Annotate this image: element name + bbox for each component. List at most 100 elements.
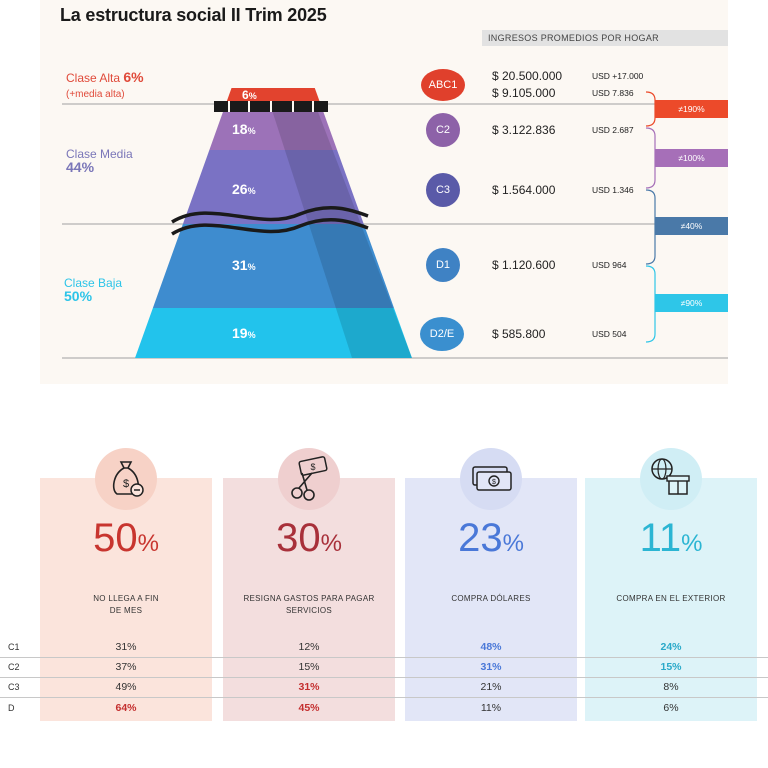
table-cell: 24% (660, 641, 682, 653)
pyramid-value: 19 (232, 325, 248, 341)
stat-value: 50 (93, 516, 138, 560)
table-cell: 49% (115, 681, 137, 693)
pyramid-value: 6 (242, 88, 249, 102)
break-line-upper (171, 206, 369, 224)
badge-abc1: ABC1 (421, 69, 465, 101)
table-cell: 8% (663, 681, 679, 693)
diff-90: ≠90% (655, 294, 728, 312)
class-baja-name: Clase Baja (64, 276, 123, 290)
pyramid-label-c2: 18% (232, 121, 256, 137)
row-label-c1: C1 (8, 642, 20, 652)
pyramid-value: 26 (232, 181, 248, 197)
class-alta-name: Clase Alta (66, 71, 121, 85)
pyramid-band (182, 150, 364, 224)
row-divider (0, 677, 768, 678)
table-cell: 15% (660, 661, 682, 673)
card-compra-dolares (405, 478, 577, 721)
class-media-label: Clase Media 44% (66, 147, 133, 175)
stat-unit: % (137, 530, 159, 557)
desc-line: NO LLEGA A FIN (93, 594, 159, 603)
ruler-bar (214, 101, 328, 112)
stat-compra-exterior: 11% (585, 516, 757, 561)
desc-resigna-gastos: RESIGNA GASTOS PARA PAGAR SERVICIOS (223, 593, 395, 617)
row-divider (0, 697, 768, 698)
page-title: La estructura social II Trim 2025 (60, 5, 327, 25)
usd-c2: USD 2.687 (592, 125, 634, 135)
row-divider (0, 657, 768, 658)
bracket-190 (645, 91, 656, 127)
pyramid-shadow (270, 104, 412, 358)
globe-gift-icon (651, 458, 690, 495)
diff-190: ≠190% (655, 100, 728, 118)
pyramid-value: 31 (232, 257, 248, 273)
card-resigna-gastos (223, 478, 395, 721)
table-cell: 31% (480, 661, 502, 673)
stat-value: 11 (639, 516, 682, 560)
pyramid-label-c3: 26% (232, 181, 256, 197)
usd-abc1-top: USD +17.000 (592, 71, 644, 81)
bracket-90 (645, 265, 656, 343)
table-cell: 6% (663, 702, 679, 714)
svg-text:$: $ (492, 479, 496, 486)
usd-d2e: USD 504 (592, 329, 627, 339)
usd-d1: USD 964 (592, 260, 627, 270)
scissors-money-icon: $ (291, 456, 328, 501)
svg-text:$: $ (310, 462, 315, 472)
class-media-pct: 44% (66, 159, 95, 175)
diff-100: ≠100% (655, 149, 728, 167)
amount-d1: $ 1.120.600 (492, 258, 556, 272)
table-cell: 11% (480, 702, 502, 714)
pct-sign: % (247, 330, 256, 340)
pyramid-label-d1: 31% (232, 257, 256, 273)
class-media-name: Clase Media (66, 147, 133, 161)
class-baja-pct: 50% (64, 288, 93, 304)
money-bag-icon: $ (112, 461, 144, 497)
table-cell: 64% (115, 702, 137, 714)
desc-compra-dolares: COMPRA DÓLARES (405, 593, 577, 605)
icon-circle (95, 448, 157, 510)
pyramid-value: 18 (232, 121, 248, 137)
table-cell: 31% (298, 681, 320, 693)
row-label-c2: C2 (8, 662, 20, 672)
desc-fin-de-mes: NO LLEGA A FIN DE MES (40, 593, 212, 617)
table-cell: 21% (480, 681, 502, 693)
pyramid-band (135, 308, 412, 358)
desc-line: SERVICIOS (285, 606, 333, 615)
badge-d2e: D2/E (420, 317, 464, 351)
stat-unit: % (320, 530, 342, 557)
diff-40: ≠40% (655, 217, 728, 235)
bracket-40 (645, 189, 656, 265)
badge-c3: C3 (426, 173, 460, 207)
badge-c2: C2 (426, 113, 460, 147)
desc-compra-exterior: COMPRA EN EL EXTERIOR (585, 593, 757, 605)
pct-sign: % (247, 186, 256, 196)
table-cell: 31% (115, 641, 137, 653)
amount-abc1-top: $ 20.500.000 (492, 69, 563, 83)
class-baja-label: Clase Baja 50% (64, 276, 123, 304)
row-label-d: D (8, 703, 15, 713)
class-alta-pct: 6% (123, 69, 144, 85)
pyramid-band (209, 104, 338, 150)
amount-c3: $ 1.564.000 (492, 183, 556, 197)
stat-value: 23 (458, 516, 503, 560)
stat-unit: % (681, 530, 703, 557)
pct-sign: % (247, 126, 256, 136)
ingresos-header: INGRESOS PROMEDIOS POR HOGAR (482, 30, 728, 46)
break-line-lower (171, 218, 369, 236)
stat-compra-dolares: 23% (405, 516, 577, 561)
class-alta-sub: (+media alta) (66, 89, 125, 100)
table-cell: 12% (298, 641, 320, 653)
stat-resigna-gastos: 30% (223, 516, 395, 561)
row-label-c3: C3 (8, 682, 20, 692)
desc-line: RESIGNA GASTOS PARA PAGAR (243, 594, 375, 603)
pyramid-label-abc1: 6% (242, 88, 257, 102)
table-cell: 15% (298, 661, 320, 673)
table-cell: 48% (480, 641, 502, 653)
card-fin-de-mes (40, 478, 212, 721)
table-cell: 37% (115, 661, 137, 673)
class-alta-label: Clase Alta 6% (66, 69, 144, 85)
badge-d1: D1 (426, 248, 460, 282)
pct-sign: % (248, 91, 257, 101)
usd-c3: USD 1.346 (592, 185, 634, 195)
